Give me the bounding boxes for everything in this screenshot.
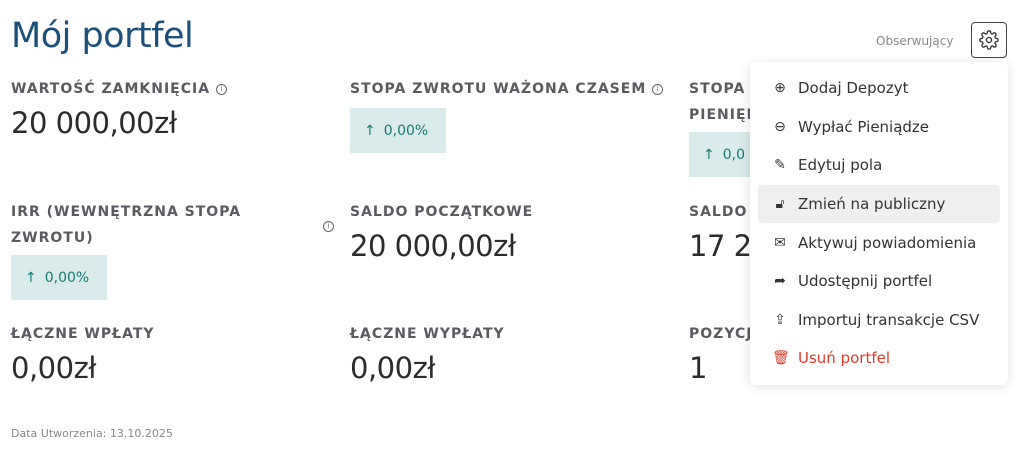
return-badge: ↑ 0,00% bbox=[350, 108, 446, 153]
metric-total-deposits: ŁĄCZNE WPŁATY 0,00zł bbox=[11, 321, 331, 385]
share-icon: ➦ bbox=[774, 273, 786, 290]
metric-value: 0,00zł bbox=[11, 351, 97, 385]
metric-label: STOPA ZWROTU WAŻONA CZASEM bbox=[350, 81, 647, 97]
metric-value: 20 000,00zł bbox=[350, 229, 516, 263]
badge-value: 0,0 bbox=[722, 146, 745, 163]
metric-label: IRR (WEWNĘTRZNA STOPA ZWROTU) bbox=[11, 204, 242, 246]
badge-value: 0,00% bbox=[383, 122, 429, 139]
arrow-up-icon: ↑ bbox=[364, 122, 376, 139]
return-badge: ↑ 0,00% bbox=[11, 255, 107, 300]
pencil-icon: ✎ bbox=[774, 157, 786, 174]
menu-item-add-deposit[interactable]: ⊕ Dodaj Depozyt bbox=[758, 69, 1000, 108]
file-upload-icon: ⇪ bbox=[774, 311, 786, 328]
created-date: Data Utworzenia: 13.10.2025 bbox=[11, 427, 173, 440]
metric-label: ŁĄCZNE WYPŁATY bbox=[350, 326, 505, 342]
menu-item-label: Importuj transakcje CSV bbox=[798, 310, 980, 329]
menu-item-label: Wypłać Pieniądze bbox=[798, 117, 930, 136]
metric-label: SALDO POCZĄTKOWE bbox=[350, 204, 534, 220]
metric-irr: IRR (WEWNĘTRZNA STOPA ZWROTU) i ↑ 0,00% bbox=[11, 199, 334, 300]
menu-item-import-csv[interactable]: ⇪ Importuj transakcje CSV bbox=[758, 301, 1000, 340]
metric-total-withdrawals: ŁĄCZNE WYPŁATY 0,00zł bbox=[350, 321, 670, 385]
info-icon[interactable]: i bbox=[652, 83, 664, 95]
settings-button[interactable] bbox=[971, 22, 1007, 58]
settings-menu: ⊕ Dodaj Depozyt ⊖ Wypłać Pieniądze ✎ Edytuj… bbox=[750, 62, 1008, 385]
metric-label-line2: PIENIĘD bbox=[689, 107, 760, 123]
metric-label: POZYCJ bbox=[689, 326, 753, 342]
metric-twr: STOPA ZWROTU WAŻONA CZASEM i ↑ 0,00% bbox=[350, 76, 670, 153]
mail-icon: ✉ bbox=[774, 234, 786, 251]
menu-item-delete[interactable]: 🗑︎ Usuń portfel bbox=[758, 339, 1000, 378]
gear-icon bbox=[979, 30, 999, 50]
metric-positions: POZYCJ 1 bbox=[689, 321, 1009, 385]
menu-item-label: Usuń portfel bbox=[798, 349, 890, 368]
metric-value: 20 000,00zł bbox=[11, 106, 177, 140]
menu-item-make-public[interactable]: 🔓︎ Zmień na publiczny bbox=[758, 184, 1000, 224]
metric-label: STOPA bbox=[689, 81, 746, 97]
menu-item-edit-fields[interactable]: ✎ Edytuj pola bbox=[758, 146, 1000, 185]
metric-label: SALDO bbox=[689, 204, 748, 220]
info-icon[interactable]: i bbox=[323, 221, 334, 232]
metric-closing-value: WARTOŚĆ ZAMKNIĘCIA i 20 000,00zł bbox=[11, 76, 331, 140]
info-icon[interactable]: i bbox=[216, 83, 228, 95]
trash-icon: 🗑︎ bbox=[772, 350, 790, 367]
badge-value: 0,00% bbox=[44, 269, 90, 286]
menu-item-label: Aktywuj powiadomienia bbox=[798, 233, 977, 252]
menu-item-label: Zmień na publiczny bbox=[798, 195, 946, 214]
unlock-icon: 🔓︎ bbox=[775, 196, 785, 213]
plus-circle-icon: ⊕ bbox=[774, 80, 786, 97]
followers-link[interactable]: Obserwujący bbox=[876, 34, 954, 48]
metric-opening-balance: SALDO POCZĄTKOWE 20 000,00zł bbox=[350, 199, 670, 263]
metric-value: 1 bbox=[689, 351, 707, 385]
page-title: Mój portfel bbox=[11, 16, 194, 56]
metric-label: WARTOŚĆ ZAMKNIĘCIA bbox=[11, 81, 211, 97]
menu-item-label: Udostępnij portfel bbox=[798, 272, 933, 291]
menu-item-notifications[interactable]: ✉ Aktywuj powiadomienia bbox=[758, 223, 1000, 262]
arrow-up-icon: ↑ bbox=[703, 146, 715, 163]
menu-item-share[interactable]: ➦ Udostępnij portfel bbox=[758, 262, 1000, 301]
menu-item-label: Dodaj Depozyt bbox=[798, 79, 909, 98]
menu-item-label: Edytuj pola bbox=[798, 156, 883, 175]
arrow-up-icon: ↑ bbox=[25, 269, 37, 286]
metric-value: 0,00zł bbox=[350, 351, 436, 385]
minus-circle-icon: ⊖ bbox=[774, 118, 786, 135]
menu-item-withdraw[interactable]: ⊖ Wypłać Pieniądze bbox=[758, 108, 1000, 147]
metric-label: ŁĄCZNE WPŁATY bbox=[11, 326, 155, 342]
